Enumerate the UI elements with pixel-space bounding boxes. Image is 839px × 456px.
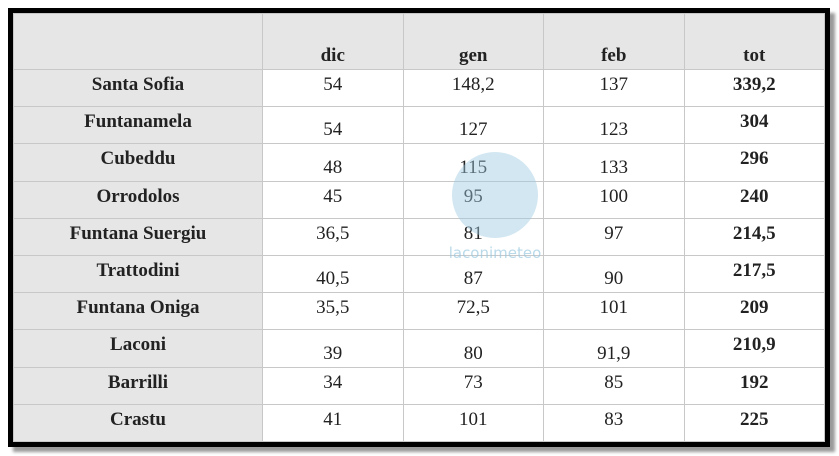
header-cell: gen [402,13,544,70]
station-name: Barrilli [13,366,263,405]
table-row: Trattodini 40,5 87 90 217,5 [13,254,825,294]
table-cell: 127 [402,106,544,145]
rain-table: dic gen feb tot Santa Sofia 54 148,2 137 339,2 Fu… [13,13,825,443]
table-cell: 36,5 [262,217,404,256]
table-cell: 100 [543,180,685,219]
table-cell: 54 [262,68,404,108]
table-cell: 304 [683,106,825,145]
table-cell: 41 [262,403,404,443]
table-row: Cubeddu 48 115 133 296 [13,143,825,182]
table-cell: 101 [543,292,685,331]
table-cell: 123 [543,106,685,145]
table-cell: 217,5 [683,254,825,294]
table-cell: 97 [543,217,685,256]
station-name: Funtanamela [13,106,263,145]
table-row: Orrodolos 45 95 100 240 [13,180,825,219]
table-cell: 240 [683,180,825,219]
table-cell: 72,5 [402,292,544,331]
table-frame: dic gen feb tot Santa Sofia 54 148,2 137 339,2 Fu… [8,8,830,447]
table-cell: 192 [683,366,825,405]
table-cell: 83 [543,403,685,443]
table-row: Crastu 41 101 83 225 [13,403,825,443]
station-name: Orrodolos [13,180,263,219]
table-cell: 81 [402,217,544,256]
header-cell: dic [262,13,404,70]
table-cell: 115 [402,143,544,182]
table-cell: 35,5 [262,292,404,331]
table-cell: 101 [402,403,544,443]
header-cell: tot [683,13,825,70]
station-name: Funtana Oniga [13,292,263,331]
table-row: Barrilli 34 73 85 192 [13,366,825,405]
table-cell: 90 [543,254,685,294]
table-cell: 54 [262,106,404,145]
station-name: Trattodini [13,254,263,294]
table-cell: 296 [683,143,825,182]
table-row: Funtana Suergiu 36,5 81 97 214,5 [13,217,825,256]
table-body: dic gen feb tot Santa Sofia 54 148,2 137 339,2 Fu… [13,13,825,443]
table-row: Funtanamela 54 127 123 304 [13,106,825,145]
table-cell: 148,2 [402,68,544,108]
table-cell: 80 [402,329,544,368]
table-cell: 40,5 [262,254,404,294]
table-cell: 214,5 [683,217,825,256]
header-cell: feb [543,13,685,70]
table-cell: 39 [262,329,404,368]
table-cell: 133 [543,143,685,182]
table-cell: 85 [543,366,685,405]
station-name: Crastu [13,403,263,443]
table-cell: 45 [262,180,404,219]
table-row: Laconi 39 80 91,9 210,9 [13,329,825,368]
table-row: Santa Sofia 54 148,2 137 339,2 [13,68,825,108]
table-cell: 34 [262,366,404,405]
station-name: Laconi [13,329,263,368]
table-cell: 210,9 [683,329,825,368]
table-cell: 209 [683,292,825,331]
table-cell: 95 [402,180,544,219]
table-cell: 91,9 [543,329,685,368]
header-cell [13,13,263,70]
table-row: Funtana Oniga 35,5 72,5 101 209 [13,292,825,331]
table-cell: 73 [402,366,544,405]
station-name: Santa Sofia [13,68,263,108]
table-cell: 137 [543,68,685,108]
table-cell: 225 [683,403,825,443]
station-name: Cubeddu [13,143,263,182]
table-cell: 87 [402,254,544,294]
station-name: Funtana Suergiu [13,217,263,256]
table-cell: 48 [262,143,404,182]
header-row: dic gen feb tot [13,13,825,70]
table-cell: 339,2 [683,68,825,108]
